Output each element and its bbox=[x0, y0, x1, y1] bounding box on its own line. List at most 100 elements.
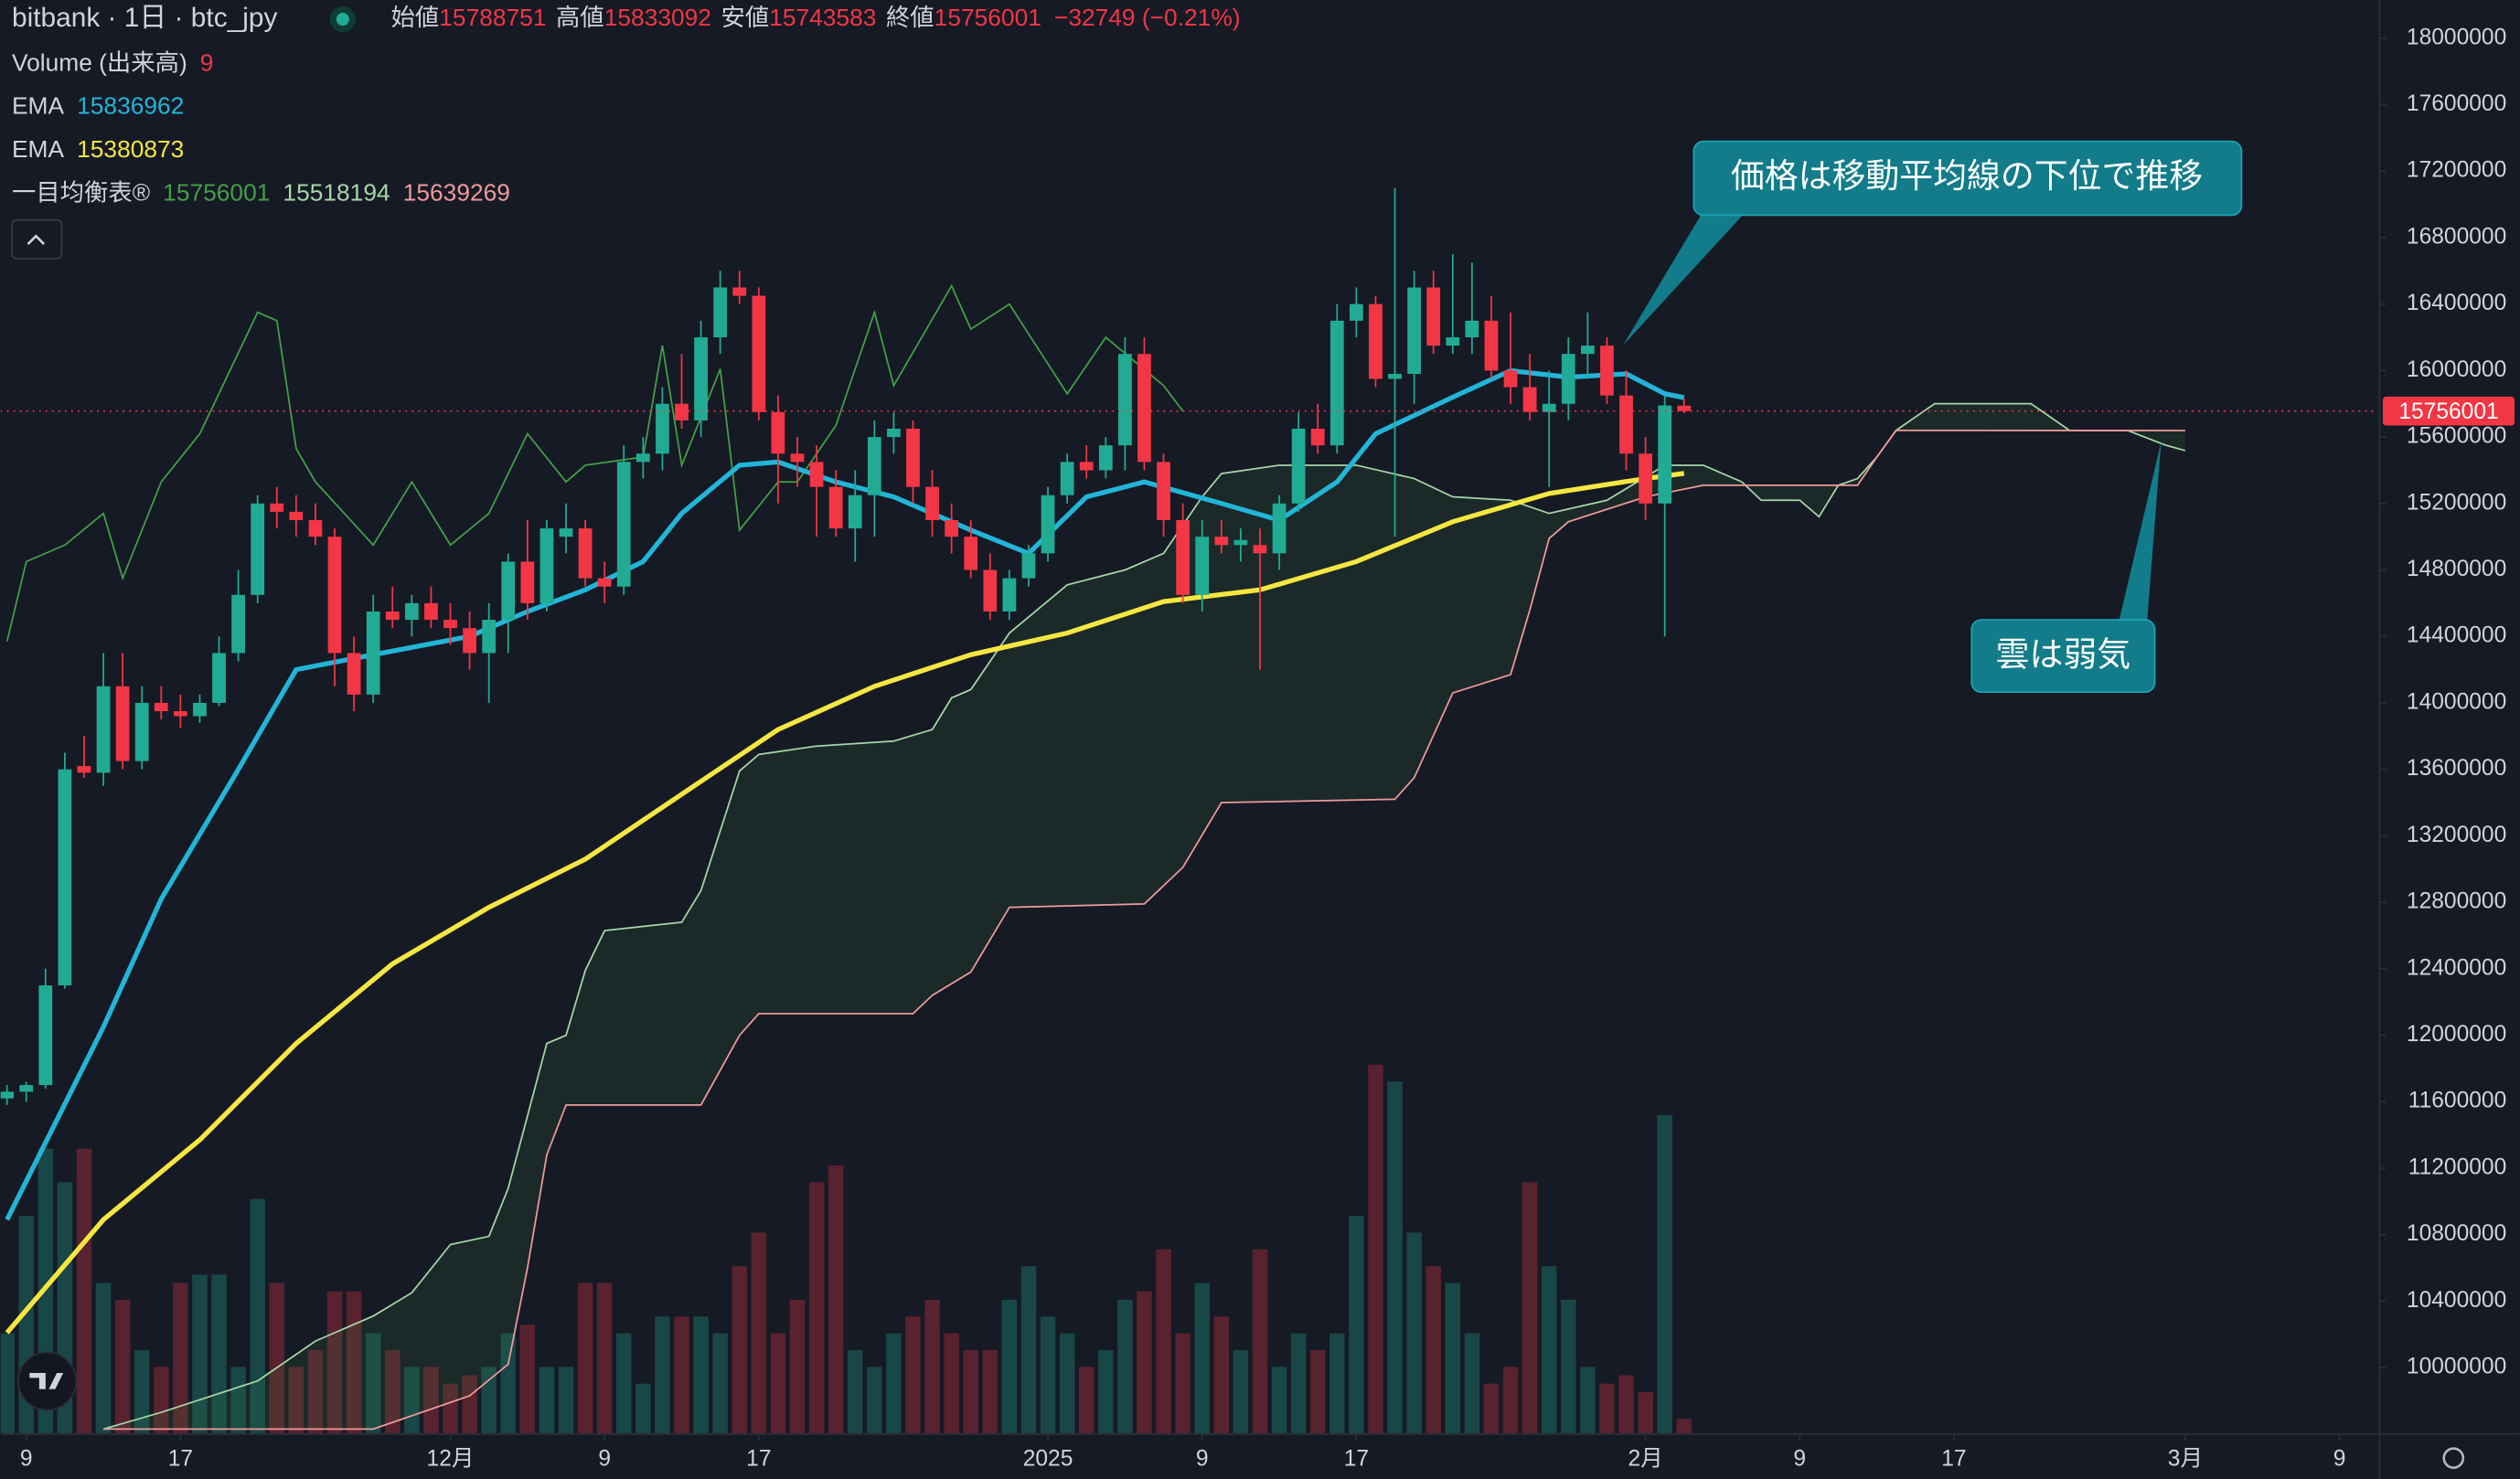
candle-body bbox=[732, 287, 747, 296]
ichimoku-legend: 一目均衡表® 15756001 15518194 15639269 bbox=[12, 179, 510, 207]
y-tick-label: 13200000 bbox=[2407, 823, 2506, 847]
candle-body bbox=[1407, 287, 1422, 375]
candle-body bbox=[385, 611, 400, 621]
candle-body bbox=[1002, 578, 1017, 612]
candle-body bbox=[1253, 545, 1267, 554]
candle-body bbox=[1639, 453, 1652, 504]
candle-body bbox=[38, 984, 53, 1086]
volume-bar bbox=[596, 1282, 613, 1434]
volume-bar bbox=[693, 1316, 709, 1434]
y-tick-label: 12400000 bbox=[2407, 955, 2506, 980]
volume-bar bbox=[828, 1165, 844, 1434]
candle-body bbox=[964, 537, 978, 570]
candle-body bbox=[270, 503, 284, 512]
candle-body bbox=[193, 702, 207, 717]
candle-body bbox=[1580, 346, 1595, 355]
volume-bar bbox=[635, 1383, 651, 1434]
y-tick-label: 16000000 bbox=[2407, 357, 2506, 382]
volume-bar bbox=[133, 1349, 150, 1434]
settings-icon[interactable] bbox=[2442, 1447, 2465, 1470]
candle-body bbox=[347, 653, 361, 695]
candle-body bbox=[1503, 370, 1518, 388]
volume-bar bbox=[982, 1349, 998, 1434]
candle-body bbox=[809, 462, 824, 487]
label: 高値 bbox=[556, 4, 604, 31]
label: 一目均衡表® bbox=[12, 179, 150, 207]
volume-bar bbox=[539, 1367, 555, 1434]
y-tick-label: 16400000 bbox=[2407, 291, 2506, 315]
value: 9 bbox=[200, 48, 214, 76]
volume-bar bbox=[1040, 1316, 1056, 1434]
ema-legend: EMA 15380873 bbox=[12, 135, 184, 163]
volume-bar bbox=[326, 1291, 343, 1434]
candle-body bbox=[887, 429, 901, 438]
candle-body bbox=[251, 503, 265, 595]
value: 15756001 bbox=[163, 179, 270, 207]
volume-bar bbox=[519, 1325, 536, 1434]
annotation: 雲は弱気 bbox=[1996, 635, 2131, 673]
candle-body bbox=[752, 295, 766, 412]
value: 15518194 bbox=[283, 179, 390, 207]
volume-bar bbox=[886, 1333, 902, 1434]
ichimoku-line bbox=[5, 283, 1184, 642]
volume-bar bbox=[808, 1182, 825, 1434]
volume-bar bbox=[1059, 1333, 1075, 1434]
y-tick-label: 12000000 bbox=[2407, 1022, 2506, 1047]
value: 15833092 bbox=[604, 4, 711, 31]
candle-body bbox=[713, 287, 728, 338]
volume-bar bbox=[1271, 1367, 1287, 1434]
ema-line bbox=[5, 471, 1685, 1335]
candle-body bbox=[539, 528, 554, 603]
volume-bar bbox=[1156, 1249, 1171, 1434]
candle-body bbox=[1329, 320, 1344, 446]
volume-bar bbox=[1676, 1419, 1692, 1434]
y-tick-label: 10000000 bbox=[2407, 1355, 2506, 1379]
volume-bar bbox=[1387, 1081, 1403, 1434]
candle-body bbox=[1041, 495, 1055, 554]
candle-body bbox=[463, 628, 476, 654]
y-tick-label: 17200000 bbox=[2407, 158, 2506, 183]
candle-body bbox=[828, 486, 843, 529]
label: 安値 bbox=[721, 4, 770, 31]
volume-bar bbox=[731, 1266, 748, 1434]
candle-body bbox=[77, 766, 91, 773]
volume-bar bbox=[1175, 1333, 1191, 1434]
volume-bar bbox=[346, 1291, 362, 1434]
candle-body bbox=[675, 403, 689, 420]
value: 15788751 bbox=[439, 4, 546, 31]
candle-body bbox=[616, 462, 631, 587]
volume-bar bbox=[1252, 1249, 1268, 1434]
candle-body bbox=[906, 429, 920, 487]
annotation: 価格は移動平均線の下位で推移 bbox=[1731, 157, 2203, 195]
volume-bar bbox=[462, 1375, 477, 1434]
candle-body bbox=[520, 561, 535, 603]
volume-bar bbox=[1502, 1367, 1519, 1434]
candle-body bbox=[1446, 337, 1460, 346]
volume-bar bbox=[1618, 1375, 1634, 1434]
x-tick-label: 9 bbox=[1196, 1446, 1209, 1471]
value: 15756001 bbox=[934, 4, 1041, 31]
candle-body bbox=[1272, 503, 1287, 554]
volume-bar bbox=[1001, 1299, 1018, 1434]
volume-bar bbox=[1483, 1383, 1500, 1434]
y-tick-label: 10800000 bbox=[2407, 1221, 2506, 1246]
volume-bar bbox=[1233, 1349, 1249, 1434]
collapse-button[interactable] bbox=[11, 218, 63, 260]
chart-title: bitbank · 1日 · btc_jpy bbox=[12, 3, 277, 33]
volume-bar bbox=[1349, 1216, 1364, 1434]
volume-bar bbox=[1657, 1114, 1672, 1434]
volume-bar bbox=[0, 1333, 15, 1434]
candle-body bbox=[1021, 553, 1036, 579]
volume-bar bbox=[307, 1349, 324, 1434]
volume-bar bbox=[1522, 1182, 1538, 1434]
volume-bar bbox=[95, 1282, 112, 1434]
candle-body bbox=[58, 769, 72, 985]
y-tick-label: 11200000 bbox=[2408, 1154, 2507, 1179]
logo[interactable] bbox=[17, 1351, 78, 1411]
status-dot bbox=[336, 13, 349, 27]
candle-body bbox=[1137, 354, 1151, 463]
candle-body bbox=[656, 403, 669, 454]
volume-bar bbox=[288, 1367, 304, 1434]
y-tick-label: 14800000 bbox=[2407, 557, 2506, 581]
